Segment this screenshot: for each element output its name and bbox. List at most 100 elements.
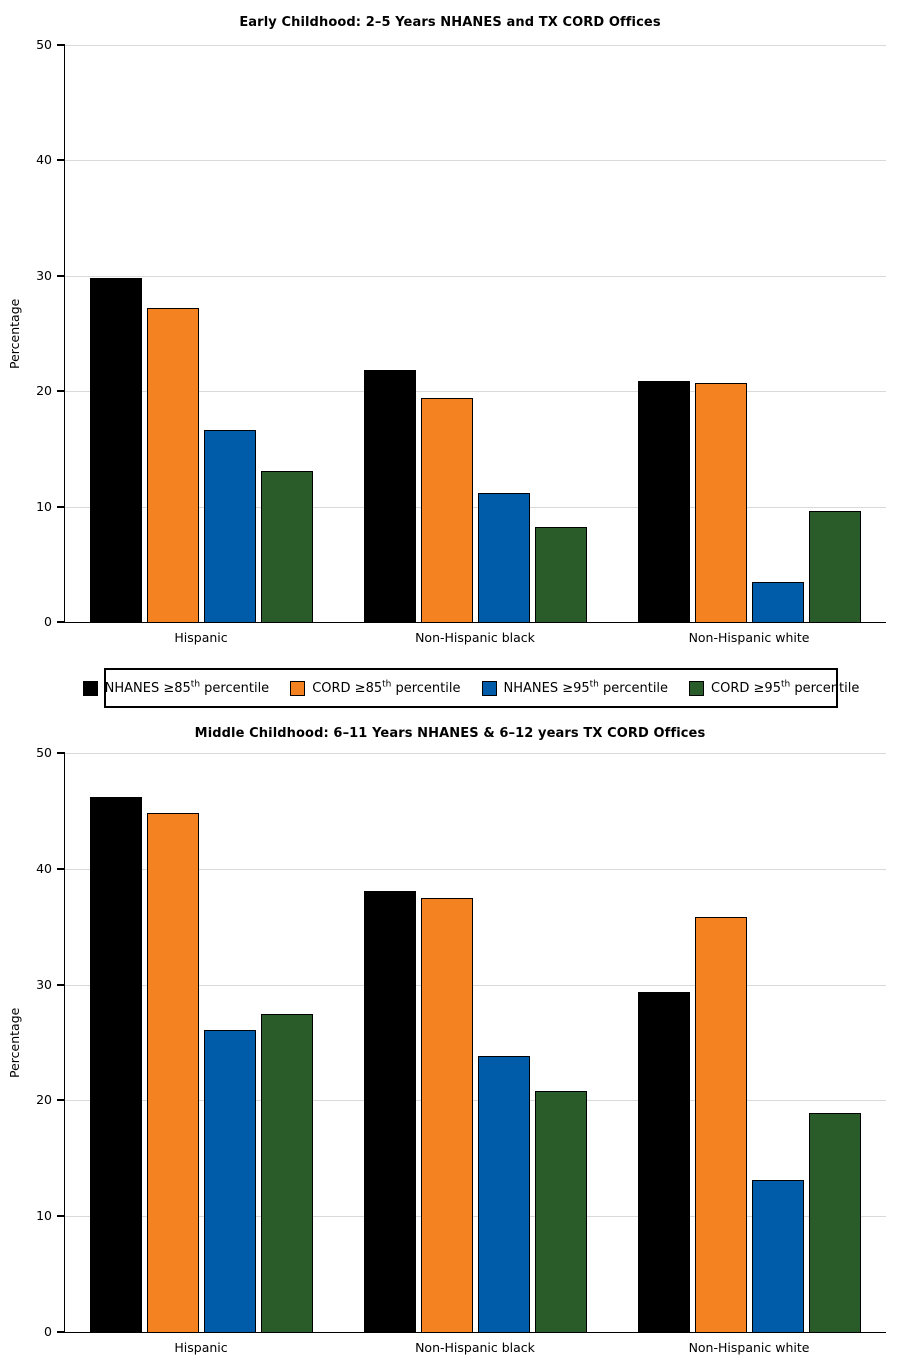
gridline <box>65 275 886 277</box>
chart-title: Middle Childhood: 6–11 Years NHANES & 6–… <box>194 726 706 741</box>
y-tick <box>57 621 65 623</box>
legend-item-cord-95: CORD ≥95th percentile <box>689 679 860 696</box>
bar <box>694 383 747 622</box>
bar-group-hispanic <box>90 753 314 1332</box>
legend-item-cord-85: CORD ≥85th percentile <box>290 679 461 696</box>
gridline <box>65 506 886 508</box>
x-category-label: Non-Hispanic black <box>415 1340 535 1355</box>
gridline <box>65 984 886 986</box>
legend-label-text: NHANES ≥85 <box>104 680 191 696</box>
y-tick-label: 0 <box>44 613 52 629</box>
y-tick <box>57 390 65 393</box>
bar-group-non-hispanic-black <box>363 753 587 1332</box>
y-tick-label: 50 <box>36 744 52 760</box>
y-tick-label: 0 <box>44 1323 52 1339</box>
gridline <box>65 868 886 870</box>
bar <box>751 581 804 622</box>
y-tick-label: 40 <box>36 860 52 876</box>
bar <box>204 430 257 622</box>
legend-label-nhanes-85: NHANES ≥85th percentile <box>104 679 270 696</box>
plot-area: 0 10 20 30 40 50 <box>36 746 886 1337</box>
bar-group-non-hispanic-black <box>363 45 587 622</box>
y-tick <box>57 1215 65 1218</box>
y-tick-label: 20 <box>36 1092 52 1108</box>
y-tick <box>57 274 65 277</box>
y-tick-label: 50 <box>36 36 52 52</box>
gridline <box>65 1216 886 1218</box>
legend-label-nhanes-95: NHANES ≥95th percentile <box>503 679 669 696</box>
bar-group-non-hispanic-white <box>637 45 861 622</box>
gridline <box>65 160 886 162</box>
legend-label-text: percentile <box>200 680 270 696</box>
legend-swatch-cord-95 <box>689 680 705 696</box>
plot-area: 0 10 20 30 40 50 <box>36 38 886 627</box>
legend-item-nhanes-85: NHANES ≥85th percentile <box>82 679 270 696</box>
legend-swatch-nhanes-95 <box>481 680 497 696</box>
legend-label-cord-85: CORD ≥85th percentile <box>312 679 461 696</box>
bar <box>90 278 143 622</box>
bar <box>534 1091 587 1332</box>
legend-label-cord-95: CORD ≥95th percentile <box>711 679 860 696</box>
gridline <box>65 45 886 46</box>
legend-label-sup: th <box>190 679 201 690</box>
gridline <box>65 753 886 754</box>
legend-label-text: percentile <box>598 680 669 696</box>
x-category-label: Non-Hispanic black <box>415 630 535 645</box>
y-tick-label: 40 <box>36 152 52 168</box>
legend-item-nhanes-95: NHANES ≥95th percentile <box>481 679 669 696</box>
bar <box>534 527 587 622</box>
y-tick <box>57 159 65 162</box>
bar <box>147 813 200 1332</box>
y-tick-label: 30 <box>36 267 52 283</box>
y-tick <box>57 752 65 754</box>
gridline <box>65 391 886 393</box>
bar <box>751 1180 804 1332</box>
bar <box>808 1113 861 1332</box>
bar <box>90 797 143 1332</box>
bar <box>808 511 861 622</box>
bar <box>420 398 473 622</box>
x-axis-labels: Hispanic Non-Hispanic black Non-Hispanic w… <box>64 1340 886 1355</box>
early-childhood-chart: Early Childhood: 2–5 Years NHANES and TX… <box>0 0 900 655</box>
bar <box>477 1056 530 1332</box>
legend-label-text: CORD ≥85 <box>312 680 383 696</box>
y-tick <box>57 867 65 870</box>
legend-label-text: percentile <box>790 680 860 696</box>
x-category-label: Non-Hispanic white <box>688 1340 810 1355</box>
bar <box>261 1013 314 1332</box>
x-category-label: Hispanic <box>174 630 228 645</box>
bar <box>204 1029 257 1332</box>
legend-swatch-nhanes-85 <box>82 680 98 696</box>
y-tick-label: 30 <box>36 976 52 992</box>
legend-label-text: percentile <box>391 680 461 696</box>
y-tick-label: 10 <box>36 1207 52 1223</box>
y-tick-label: 20 <box>36 382 52 398</box>
legend-label-sup: th <box>589 679 599 690</box>
bar <box>637 991 690 1332</box>
x-category-label: Hispanic <box>174 1340 228 1355</box>
legend-swatch-cord-85 <box>290 680 306 696</box>
bar <box>477 492 530 622</box>
bar <box>363 370 416 622</box>
bar <box>637 380 690 622</box>
legend-label-sup: th <box>780 679 791 690</box>
y-tick <box>57 983 65 986</box>
bar <box>694 917 747 1332</box>
bar-group-non-hispanic-white <box>637 753 861 1332</box>
bars-layer <box>65 45 886 622</box>
x-category-label: Non-Hispanic white <box>688 630 810 645</box>
legend-label-text: NHANES ≥95 <box>503 680 590 696</box>
y-axis-title: Percentage <box>7 1007 22 1079</box>
bars-layer <box>65 753 886 1332</box>
y-axis-title: Percentage <box>7 298 22 370</box>
bar <box>261 470 314 622</box>
y-tick <box>57 1331 65 1333</box>
y-tick <box>57 1099 65 1102</box>
legend-label-text: CORD ≥95 <box>711 680 781 696</box>
middle-childhood-chart: Middle Childhood: 6–11 Years NHANES & 6–… <box>0 708 900 1360</box>
bar <box>363 890 416 1332</box>
legend-label-sup: th <box>382 679 392 690</box>
bar <box>420 897 473 1332</box>
bar-group-hispanic <box>90 45 314 622</box>
